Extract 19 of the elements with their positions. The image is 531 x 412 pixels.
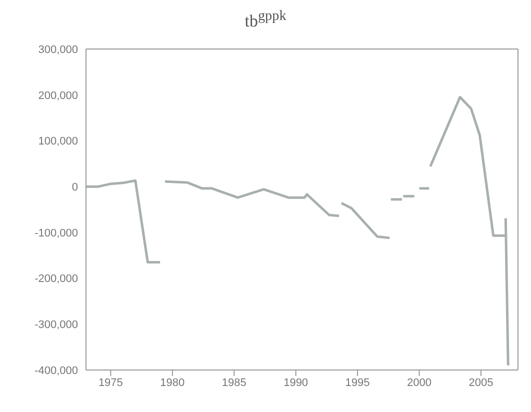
line-series [340,202,391,240]
x-tick-label: 1980 [160,376,185,389]
line-series [164,180,340,218]
y-tick-label: -100,000 [34,227,78,240]
x-tick-label: 2000 [407,376,432,389]
x-tick-label: 1975 [98,376,123,389]
y-tick-label: -400,000 [34,364,78,377]
y-tick-label: -300,000 [34,319,78,332]
chart-title: tb$^{gppk}$ [244,8,288,31]
x-tick-label: 1995 [345,376,370,389]
x-tick-label: 1990 [284,376,308,389]
x-tick-label: 1985 [222,376,246,389]
y-tick-label: 300,000 [38,44,78,56]
y-tick-label: 0 [72,181,78,194]
y-tick-label: -200,000 [34,273,78,286]
line-series [86,179,162,264]
x-tick-label: 2005 [468,376,494,389]
y-tick-label: 100,000 [38,136,78,148]
y-tick-label: 200,000 [38,90,78,102]
